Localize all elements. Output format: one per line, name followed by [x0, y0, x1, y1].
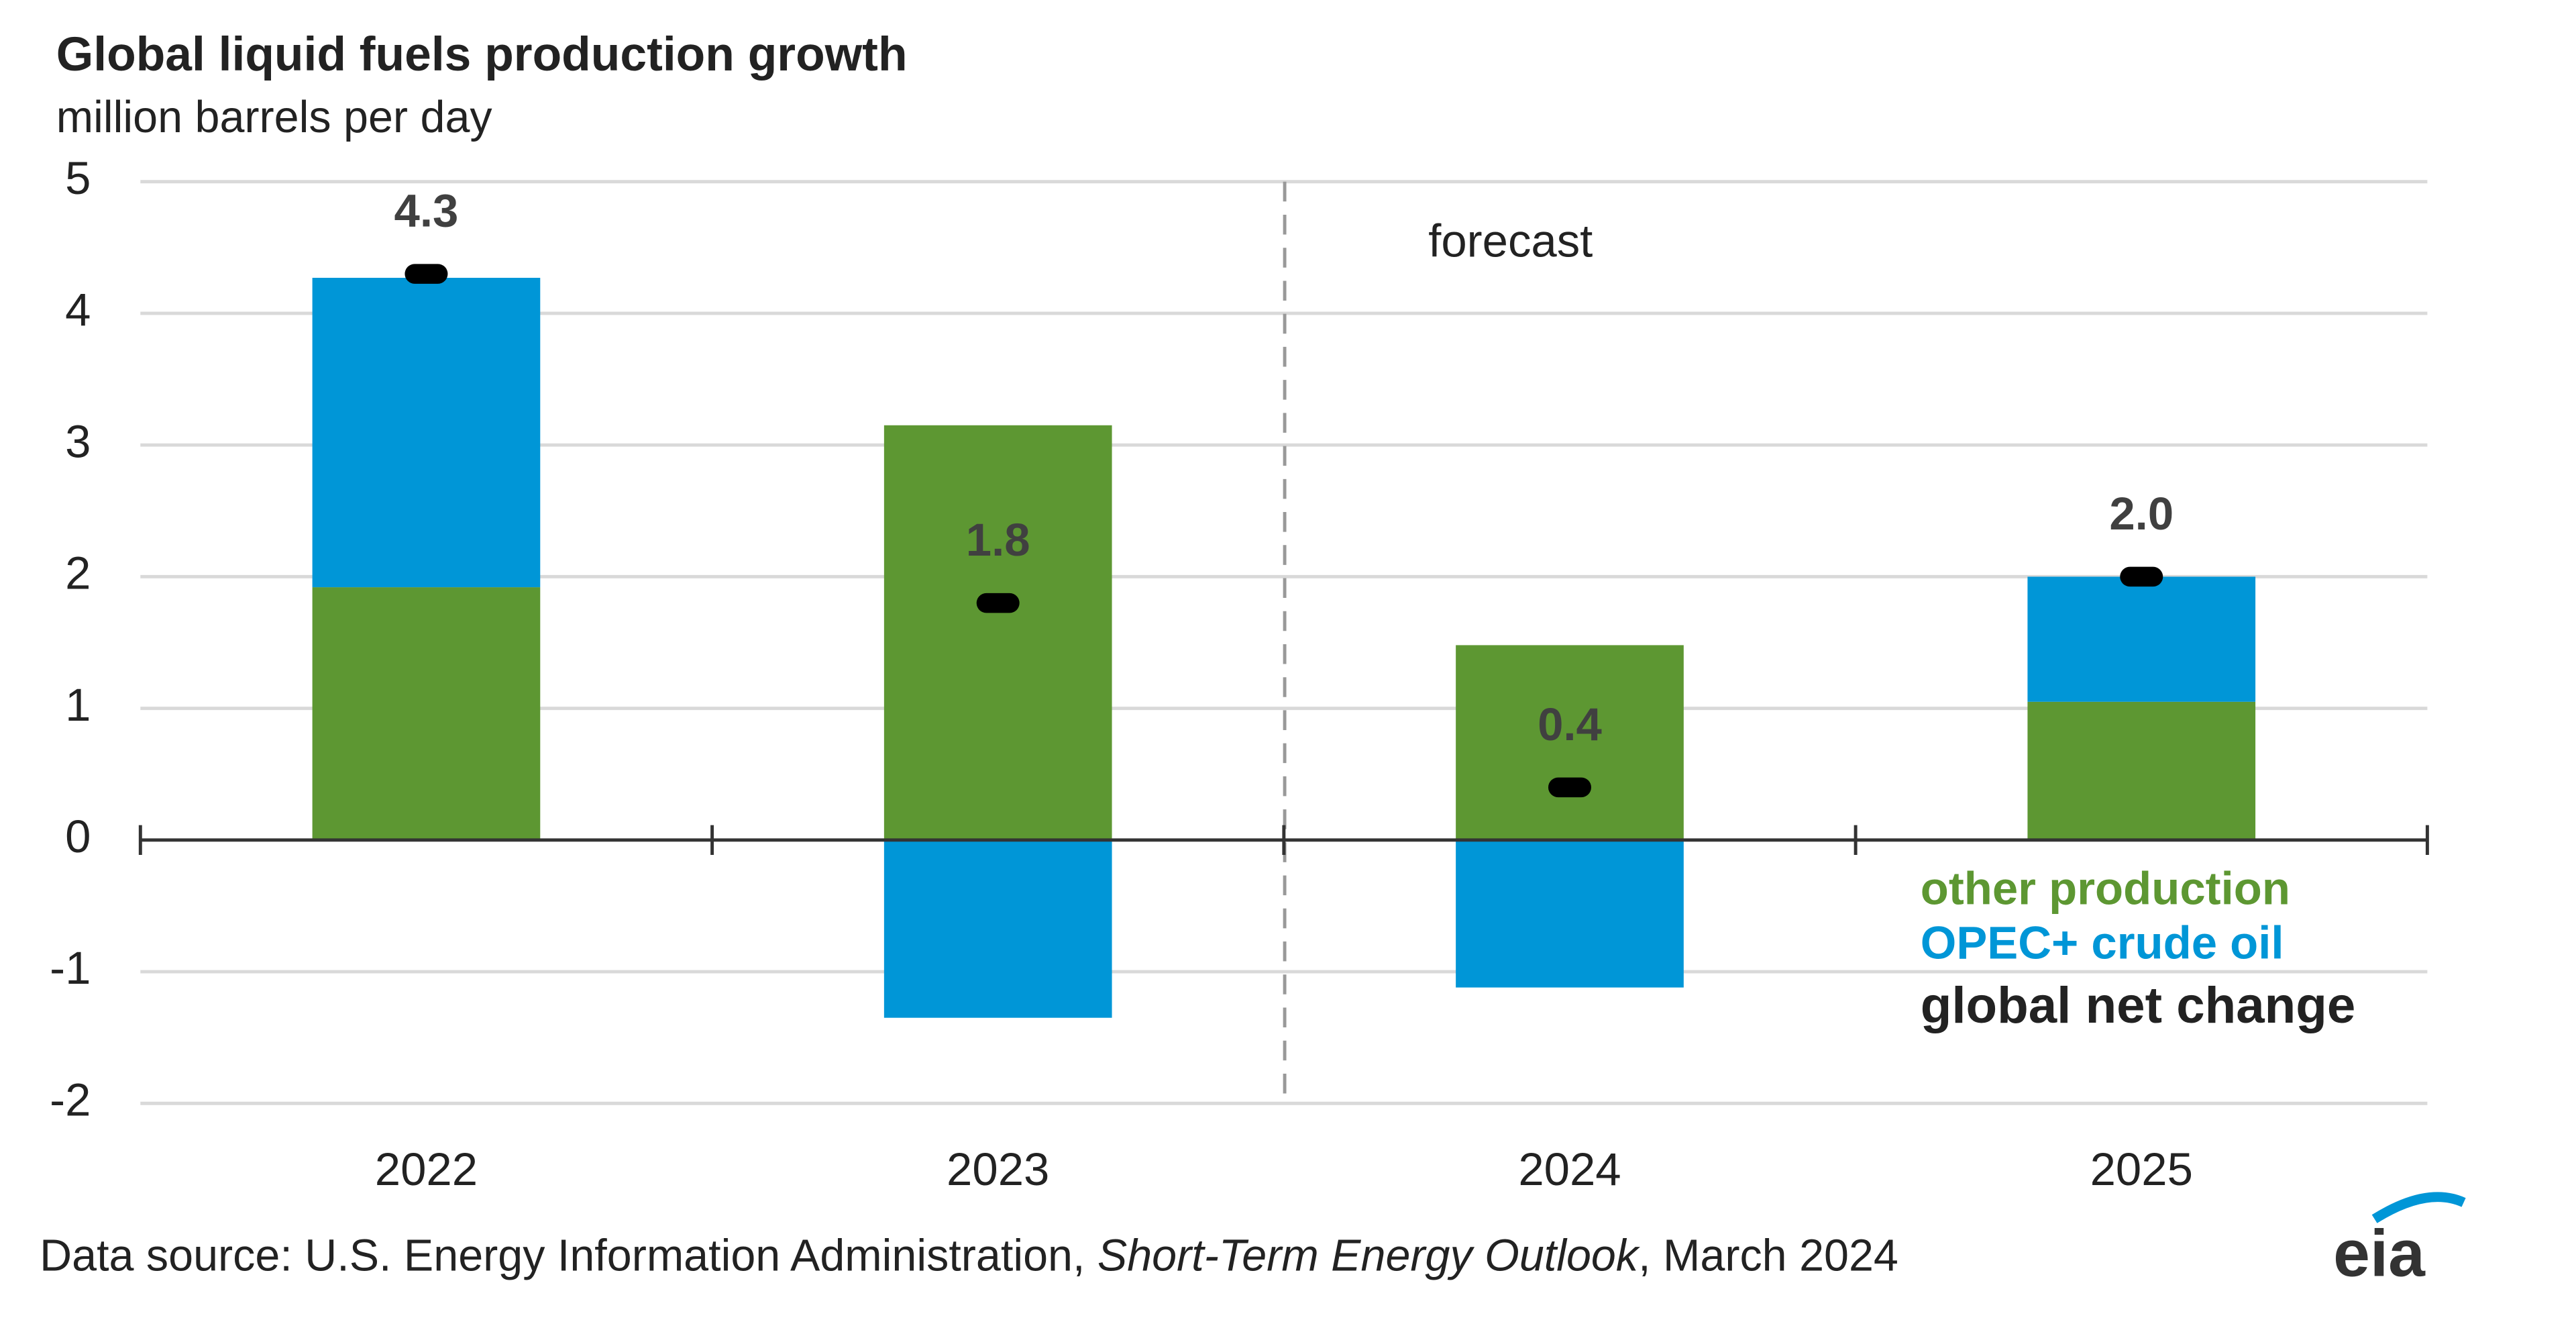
x-tick-label: 2023: [947, 1143, 1049, 1195]
net-change-marker: [405, 264, 448, 284]
forecast-annotation: forecast: [1428, 215, 1593, 266]
y-tick-label: 5: [65, 152, 91, 204]
legend-entry: global net change: [1921, 977, 2356, 1034]
bar-segment: [1456, 645, 1684, 840]
data-label: 2.0: [2109, 488, 2174, 540]
legend-entry: other production: [1921, 862, 2290, 914]
x-tick-label: 2022: [375, 1143, 478, 1195]
x-tick-label: 2024: [1518, 1143, 1621, 1195]
y-tick-label: 1: [65, 679, 91, 731]
x-tick-label: 2025: [2090, 1143, 2193, 1195]
net-change-marker: [1548, 777, 1591, 798]
source-suffix: , March 2024: [1638, 1231, 1898, 1280]
logo: eia: [2333, 1217, 2426, 1290]
legend-entry: OPEC+ crude oil: [1921, 917, 2284, 969]
bar-segment: [312, 587, 541, 840]
y-tick-label: 2: [65, 548, 91, 599]
data-label: 0.4: [1538, 699, 1602, 750]
bar-segment: [2027, 701, 2256, 840]
source-prefix: Data source: U.S. Energy Information Adm…: [40, 1231, 1097, 1280]
bar-segment: [1456, 839, 1684, 988]
chart-subtitle: million barrels per day: [56, 93, 493, 142]
net-change-marker: [976, 593, 1020, 613]
bar-segment: [883, 839, 1112, 1018]
data-label: 1.8: [966, 514, 1030, 566]
net-change-marker: [2120, 566, 2163, 587]
bar-segment: [883, 425, 1112, 840]
source-publication: Short-Term Energy Outlook: [1097, 1231, 1641, 1280]
source-note: Data source: U.S. Energy Information Adm…: [40, 1231, 1898, 1280]
y-tick-label: 4: [65, 284, 91, 336]
bar-segment: [312, 277, 541, 588]
data-label: 4.3: [394, 185, 459, 237]
bar-segment: [2027, 576, 2256, 702]
y-tick-label: -1: [50, 942, 91, 994]
y-tick-label: -2: [50, 1074, 91, 1125]
logo-swoosh: [2371, 1192, 2466, 1223]
chart-title: Global liquid fuels production growth: [56, 28, 908, 81]
y-tick-label: 0: [65, 811, 91, 862]
y-tick-label: 3: [65, 415, 91, 467]
